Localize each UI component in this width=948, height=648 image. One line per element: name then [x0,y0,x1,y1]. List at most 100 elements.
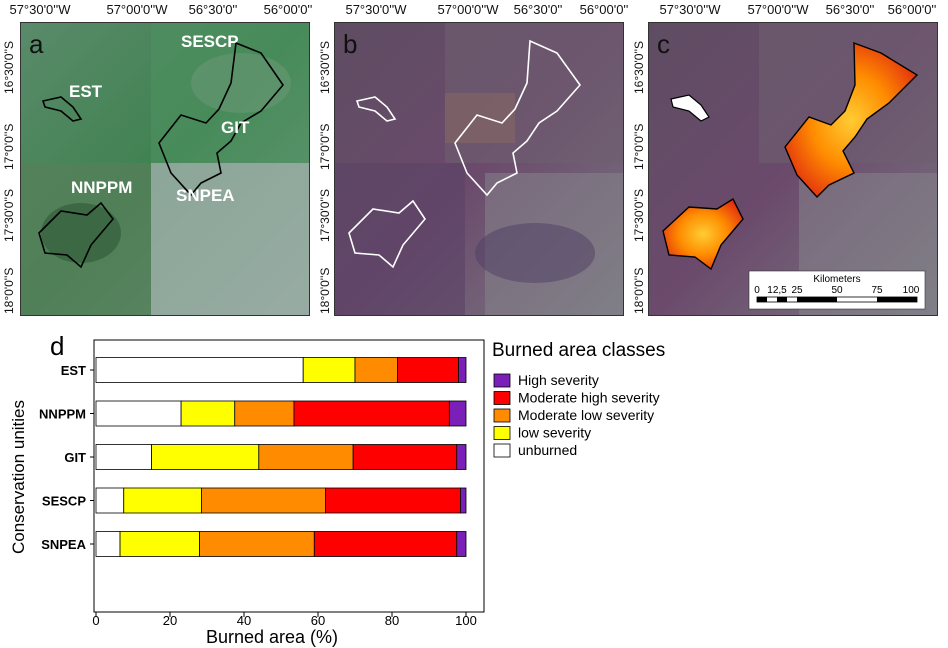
top-tick: 57°00'0''W [747,2,809,17]
x-tick-label: 80 [385,613,399,628]
map-panel-c: Kilometers 0 12,5 25 50 75 100 c [648,22,938,316]
left-tick: 17°30'0''S [318,188,332,242]
category-label: NNPPM [39,407,86,422]
legend-label: Moderate high severity [518,390,660,406]
plot-frame [93,339,485,613]
top-tick: 56°00'0'' [579,2,629,17]
bar-segment [293,400,450,427]
zone-label-nnppm: NNPPM [71,178,132,197]
legend-label: unburned [518,442,577,458]
boundary-est-b [355,96,397,122]
map-panel-b: b [334,22,624,316]
scalebar-label: 50 [831,285,843,296]
burned-area-chart: d Burned area classes Burned area (%) Co… [9,331,665,647]
bar-segment [119,531,201,557]
zone-label-snpea: SNPEA [176,186,235,205]
left-tick: 16°30'0''S [2,40,16,94]
x-tick-label: 0 [92,613,99,628]
bar-segment [456,531,467,557]
legend-swatch [493,443,511,458]
boundary-sescp-git-snpea [158,41,285,197]
left-tick: 16°30'0''S [632,40,646,94]
map-top-ticks-c: 57°30'0''W 57°00'0''W 56°30'0'' 56°00'0'… [630,2,948,20]
bar-segment [352,444,458,470]
left-tick: 17°30'0''S [632,188,646,242]
bar-segment [95,487,125,514]
scalebar-label: 100 [903,285,920,296]
bar-segment [95,357,304,383]
scalebar-label: 25 [791,285,803,296]
map-top-ticks-b: 57°30'0''W 57°00'0''W 56°30'0'' 56°00'0'… [318,2,628,20]
bar-segment [201,487,326,514]
legend-swatch [493,373,511,388]
y-axis-label: Conservation unities [9,400,28,554]
map-left-ticks-a: 16°30'0''S 17°0'0''S 17°30'0''S 18°0'0''… [0,22,20,314]
legend-title: Burned area classes [492,340,665,361]
scalebar-label: 12,5 [767,285,787,296]
x-axis-label: Burned area (%) [206,627,338,647]
panel-letter-c: c [657,29,670,59]
left-tick: 17°0'0''S [2,123,16,170]
legend-swatch [493,426,511,440]
boundary-nnppm-b [348,199,426,269]
top-tick: 56°00'0'' [263,2,313,17]
legend-label: Moderate low severity [518,407,654,423]
left-tick: 16°30'0''S [318,40,332,94]
category-label: GIT [64,450,86,465]
bar-segment [95,400,182,427]
top-tick: 57°30'0''W [345,2,407,17]
burn-area-est [670,94,710,122]
bar-segment [458,357,467,383]
bar-segment [456,444,467,470]
bar-segment [123,487,202,514]
bar-segment [448,400,467,427]
left-tick: 18°0'0''S [2,267,16,314]
bar-segment [460,487,467,514]
satellite-map-c: Kilometers 0 12,5 25 50 75 100 [649,23,937,315]
x-tick-label: 60 [311,613,325,628]
category-label: EST [61,363,86,378]
legend-swatch [493,391,511,405]
top-tick: 56°30'0'' [188,2,238,17]
left-tick: 18°0'0''S [318,267,332,314]
left-tick: 18°0'0''S [632,267,646,314]
legend-label: High severity [518,372,599,388]
bar-segment [397,357,459,383]
panel-letter-a: a [29,29,44,59]
bar-segment [354,357,398,383]
category-label: SESCP [42,494,86,509]
top-tick: 56°30'0'' [513,2,563,17]
panel-letter-b: b [343,29,358,59]
satellite-map-a: EST SESCP GIT NNPPM SNPEA [21,23,309,315]
top-tick: 57°00'0''W [437,2,499,17]
bar-segment [95,531,121,557]
bar-segment [95,444,152,470]
bar-segment [234,400,295,427]
panel-letter-d: d [50,331,64,361]
bar-segment [180,400,236,427]
map-top-ticks-a: 57°30'0''W 57°00'0''W 56°30'0'' 56°00'0'… [0,2,312,20]
scalebar-label: 0 [754,285,760,296]
boundary-est [41,96,83,122]
zone-label-sescp: SESCP [181,32,239,51]
legend-swatch [493,408,511,423]
top-tick: 56°00'0'' [887,2,937,17]
bar-segment [302,357,356,383]
legend-label: low severity [518,425,591,441]
bar-segment [324,487,461,514]
map-left-ticks-c: 16°30'0''S 17°0'0''S 17°30'0''S 18°0'0''… [630,22,650,314]
map-panel-a: EST SESCP GIT NNPPM SNPEA a [20,22,310,316]
category-label: SNPEA [41,537,86,552]
burn-area-nnppm [662,197,744,271]
left-tick: 17°0'0''S [632,123,646,170]
burn-area-sescp [784,41,919,199]
bar-segment [313,531,458,557]
map-left-ticks-b: 16°30'0''S 17°0'0''S 17°30'0''S 18°0'0''… [316,22,336,314]
scalebar-title: Kilometers [813,274,860,285]
zone-label-git: GIT [221,118,250,137]
left-tick: 17°0'0''S [318,123,332,170]
satellite-map-b [335,23,623,315]
top-tick: 56°30'0'' [825,2,875,17]
top-tick: 57°00'0''W [106,2,168,17]
top-tick: 57°30'0''W [9,2,71,17]
